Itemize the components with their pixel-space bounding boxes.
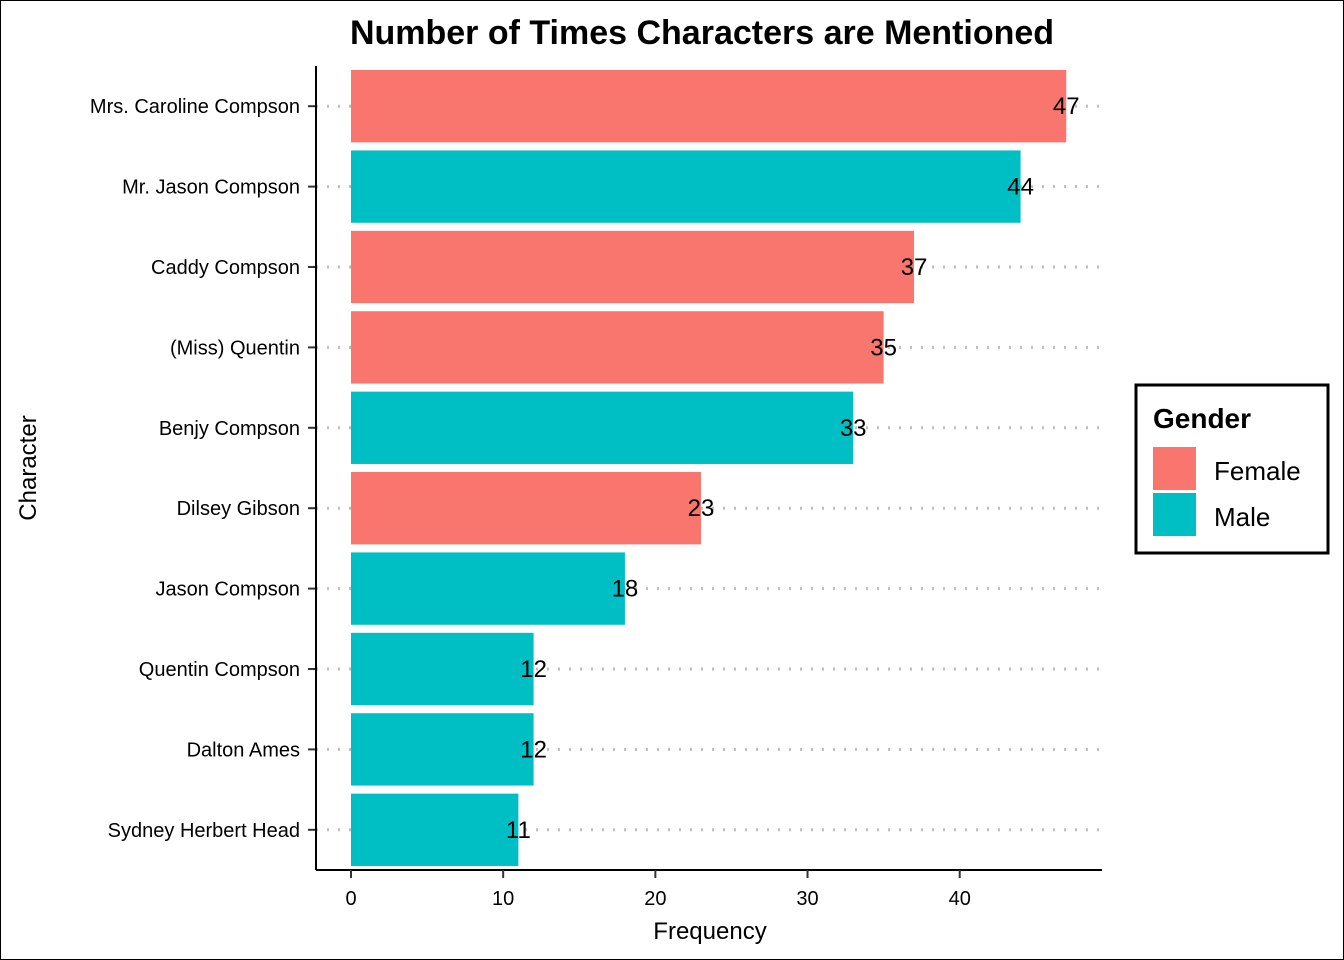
y-tick-label: Mr. Jason Compson: [122, 177, 300, 199]
data-label: 23: [688, 495, 715, 522]
bar: [351, 230, 915, 304]
x-axis-title: Frequency: [653, 918, 766, 945]
y-tick-label: Mrs. Caroline Compson: [90, 96, 300, 118]
y-tick-label: (Miss) Quentin: [170, 337, 300, 359]
bar: [351, 311, 884, 384]
bar: [351, 632, 534, 706]
bar: [351, 150, 1021, 223]
bar: [351, 70, 1067, 143]
legend-swatch-female: [1153, 447, 1196, 490]
y-tick-label: Jason Compson: [155, 579, 300, 601]
bar: [351, 391, 854, 464]
data-labels: 47 44 37 35 33 23 18 12 12 11: [506, 93, 1080, 844]
x-tick-label: 0: [345, 888, 356, 910]
legend: Gender Female Male: [1134, 383, 1330, 555]
bars: [351, 70, 1067, 866]
data-label: 47: [1053, 93, 1080, 120]
data-label: 11: [506, 817, 531, 844]
y-tick-label: Caddy Compson: [151, 257, 300, 279]
y-tick-label: Quentin Compson: [139, 659, 300, 681]
bar: [351, 552, 625, 625]
chart-title: Number of Times Characters are Mentioned: [350, 14, 1054, 52]
y-tick-label: Dilsey Gibson: [177, 498, 300, 520]
x-tick-label: 10: [492, 888, 514, 910]
y-tick-label: Sydney Herbert Head: [108, 820, 300, 842]
x-tick-label: 20: [644, 888, 666, 910]
legend-label-male: Male: [1214, 502, 1270, 532]
data-label: 12: [520, 656, 547, 683]
bar: [351, 472, 702, 545]
x-tick-label: 40: [949, 888, 971, 910]
bar: [351, 713, 534, 786]
data-label: 35: [870, 334, 897, 361]
legend-swatch-male: [1153, 493, 1196, 536]
axes: Mrs. Caroline Compson Mr. Jason Compson Ca…: [90, 66, 1102, 910]
y-tick-label: Dalton Ames: [187, 739, 300, 761]
y-tick-label: Benjy Compson: [159, 418, 300, 440]
data-label: 18: [612, 576, 639, 603]
legend-title: Gender: [1153, 403, 1251, 434]
y-axis-title: Character: [15, 415, 42, 520]
bar: [351, 793, 519, 866]
data-label: 37: [901, 254, 928, 281]
data-label: 44: [1007, 174, 1034, 201]
data-label: 12: [520, 736, 547, 763]
x-tick-label: 30: [796, 888, 818, 910]
data-label: 33: [840, 415, 867, 442]
legend-label-female: Female: [1214, 456, 1301, 486]
